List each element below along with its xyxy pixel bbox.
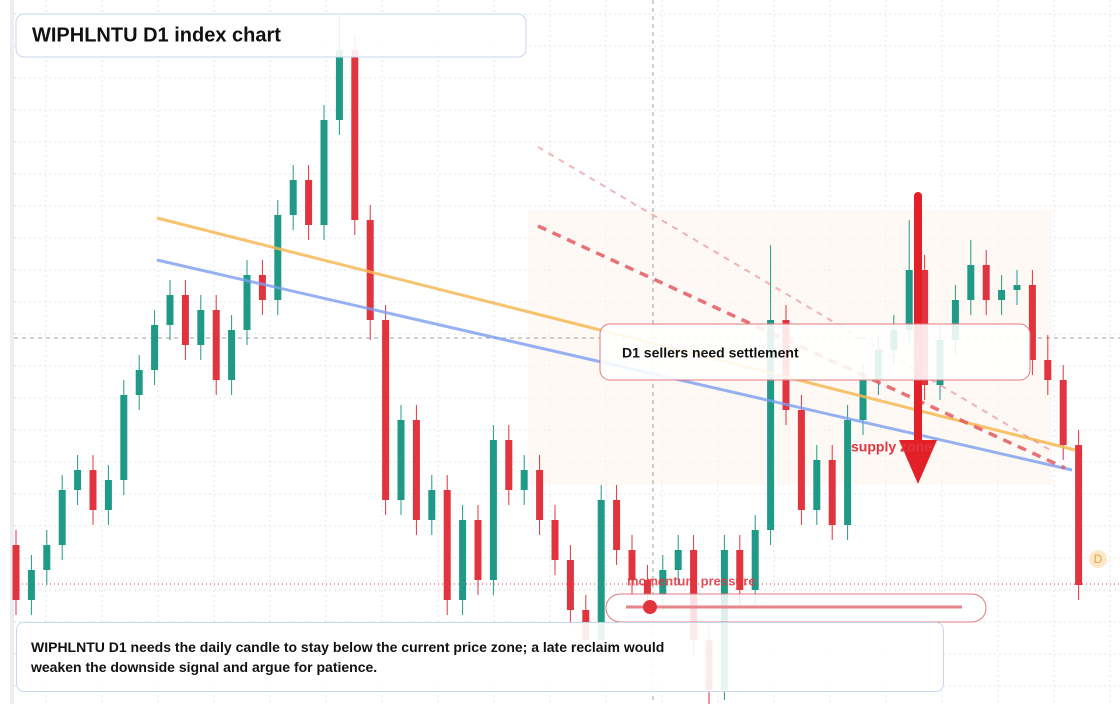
candle-body xyxy=(459,520,467,600)
candle-body xyxy=(797,410,805,510)
signal-label: D1 sellers need settlement xyxy=(622,345,799,361)
candle-body xyxy=(505,440,513,490)
candle-body xyxy=(859,380,867,420)
candle-body xyxy=(443,490,451,600)
candle-body xyxy=(120,395,128,480)
candle-body xyxy=(12,545,20,600)
signal-box xyxy=(599,323,1031,381)
candle-body xyxy=(628,550,636,580)
badge: D xyxy=(1094,552,1103,566)
channel-faint xyxy=(537,146,1051,451)
note: WIPHLNTU D1 needs the daily candle to st… xyxy=(31,639,665,675)
candle-body xyxy=(89,470,97,510)
candle-body xyxy=(489,440,497,580)
candle-body xyxy=(197,310,205,345)
badge-bg xyxy=(1089,550,1107,568)
candle-body xyxy=(243,275,251,330)
candle-body xyxy=(982,265,990,300)
pressure-knob xyxy=(643,600,657,614)
candle-body xyxy=(58,490,66,545)
candle-body xyxy=(43,545,51,570)
candle-body xyxy=(228,330,236,380)
candle-body xyxy=(74,470,82,490)
chart-title: WIPHLNTU D1 index chart xyxy=(32,24,281,46)
candle-body xyxy=(397,420,405,500)
candle-body xyxy=(659,570,667,595)
candle-body xyxy=(151,325,159,370)
candle-body xyxy=(351,50,359,220)
candle-body xyxy=(320,120,328,225)
candle-body xyxy=(412,420,420,520)
candle-body xyxy=(335,50,343,120)
candle-body xyxy=(366,220,374,320)
candle-body xyxy=(813,460,821,510)
left-edge xyxy=(10,0,14,704)
candle-body xyxy=(1044,360,1052,380)
candle-body xyxy=(1059,380,1067,445)
candle-body xyxy=(104,480,112,510)
candle-body xyxy=(967,265,975,300)
candle-body xyxy=(305,180,313,225)
candle-body xyxy=(767,320,775,530)
candle-body xyxy=(1013,285,1021,290)
candle-body xyxy=(751,530,759,590)
candle-body xyxy=(736,550,744,590)
candle-body xyxy=(643,580,651,595)
candle-body xyxy=(428,490,436,520)
candle-body xyxy=(998,290,1006,300)
candle-body xyxy=(613,500,621,550)
candle-body xyxy=(382,320,390,500)
candle-body xyxy=(674,550,682,570)
candle-body xyxy=(1028,285,1036,360)
title-box xyxy=(15,13,527,58)
candle-body xyxy=(181,295,189,345)
candle-body xyxy=(551,520,559,560)
zone-label: supply zone xyxy=(851,439,932,455)
candle-body xyxy=(905,270,913,330)
candle-body xyxy=(828,460,836,525)
candle-body xyxy=(536,470,544,520)
candle-body xyxy=(951,300,959,340)
candle-body xyxy=(566,560,574,610)
candle-body xyxy=(289,180,297,215)
candle-body xyxy=(520,470,528,490)
pressure-label: momentum pressure xyxy=(627,573,756,588)
candle-body xyxy=(258,275,266,300)
candle-body xyxy=(212,310,220,380)
candle-body xyxy=(135,370,143,395)
candle-body xyxy=(474,520,482,580)
candle-body xyxy=(1075,445,1083,585)
arrow-head xyxy=(899,440,937,484)
candle-body xyxy=(274,215,282,300)
candle-body xyxy=(844,420,852,525)
note-box: WIPHLNTU D1 needs the daily candle to st… xyxy=(16,622,944,692)
candle-body xyxy=(597,500,605,640)
candle-body xyxy=(27,570,35,600)
candle-body xyxy=(166,295,174,325)
